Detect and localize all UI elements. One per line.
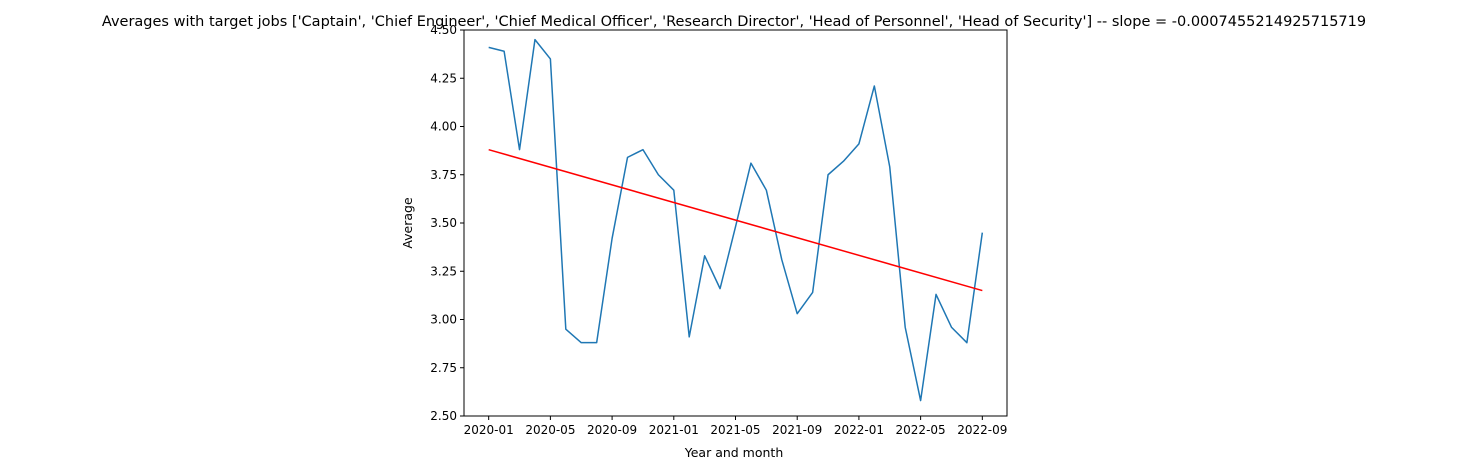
x-tick-label-8: 2022-09 [957,423,1007,437]
y-tick-label-5: 3.75 [430,168,457,182]
plot-frame [463,29,1008,417]
x-tick-label-2: 2020-09 [587,423,637,437]
y-tick-label-4: 3.50 [430,216,457,230]
x-axis-label: Year and month [684,445,784,460]
x-tick-label-1: 2020-05 [525,423,575,437]
y-tick-label-2: 3.00 [430,313,457,327]
x-tick-label-4: 2021-05 [710,423,760,437]
series-line-1 [488,148,983,292]
x-tick-label-3: 2021-01 [649,423,699,437]
x-tick-label-7: 2022-05 [896,423,946,437]
plot-lines [488,38,984,402]
y-tick-label-7: 4.25 [430,71,457,85]
y-tick-label-8: 4.50 [430,23,457,37]
y-tick-label-3: 3.25 [430,264,457,278]
series-line-0 [488,38,984,402]
y-tick-label-6: 4.00 [430,120,457,134]
y-axis-ticks: 2.50 2.75 3.00 3.25 3.50 3.75 4.00 4.25 4.50 [430,23,464,423]
chart-title: Averages with target jobs ['Captain', 'C… [102,14,1366,30]
y-tick-label-0: 2.50 [430,409,457,423]
x-tick-label-5: 2021-09 [772,423,822,437]
y-axis-label: Average [400,197,415,249]
y-tick-label-1: 2.75 [430,361,457,375]
x-axis-ticks: 2020-01 2020-05 2020-09 2021-01 2021-05 2021-… [464,416,1007,437]
x-tick-label-6: 2022-01 [834,423,884,437]
x-tick-label-0: 2020-01 [464,423,514,437]
